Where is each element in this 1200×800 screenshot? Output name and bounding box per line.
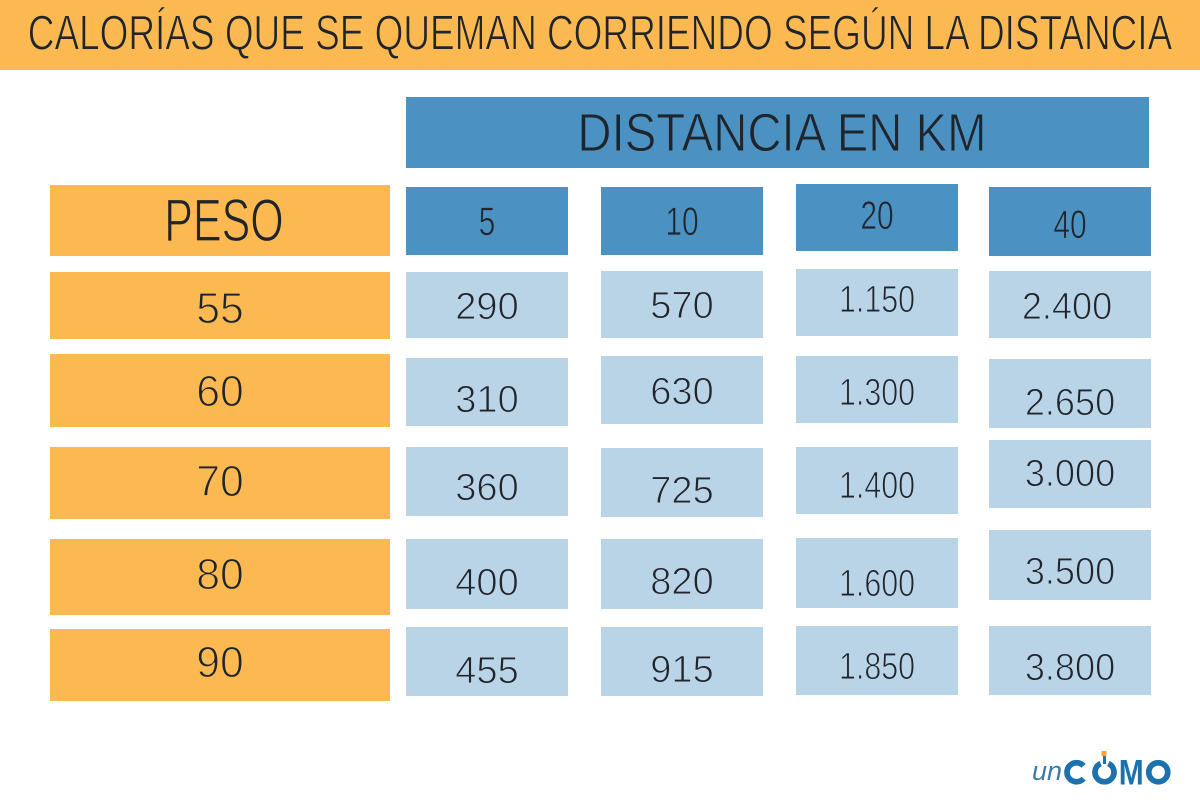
svg-text:M: M (1119, 753, 1144, 793)
svg-text:un: un (1032, 756, 1062, 786)
